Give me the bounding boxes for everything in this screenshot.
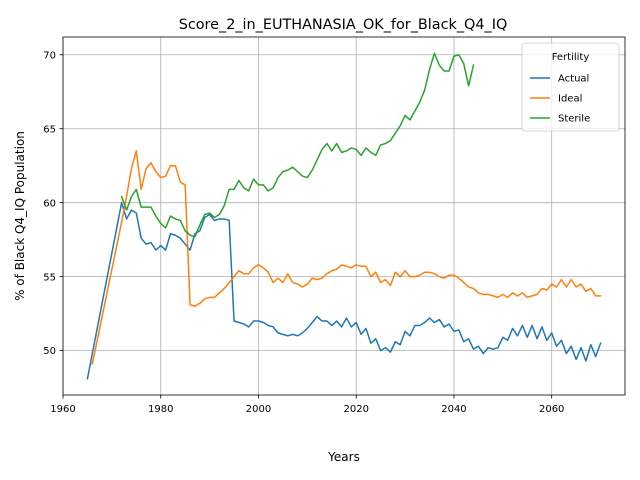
x-tick-label: 2040	[441, 404, 466, 415]
x-axis: 1960 1980 2000 2020 2040 2060	[50, 395, 564, 415]
y-tick-label: 50	[43, 346, 56, 357]
legend-entry-ideal: Ideal	[558, 94, 582, 105]
y-axis-label: % of Black Q4_IQ Population	[13, 131, 27, 301]
y-tick-label: 70	[43, 50, 56, 61]
x-tick-label: 2020	[343, 404, 368, 415]
y-tick-label: 65	[43, 124, 56, 135]
y-tick-label: 60	[43, 198, 56, 209]
x-tick-label: 2000	[246, 404, 271, 415]
series-layer	[86, 52, 602, 380]
x-tick-label: 2060	[539, 404, 564, 415]
plot-frame	[62, 36, 626, 396]
legend-box	[521, 42, 620, 132]
legend-entry-actual: Actual	[558, 74, 589, 85]
series-line-ideal	[91, 150, 602, 365]
legend: Fertility Actual Ideal Sterile	[521, 42, 620, 132]
chart-title: Score_2_in_EUTHANASIA_OK_for_Black_Q4_IQ	[179, 17, 508, 33]
series-line-sterile	[120, 52, 475, 238]
legend-title: Fertility	[552, 52, 590, 63]
y-tick-label: 55	[43, 272, 56, 283]
x-axis-label: Years	[327, 450, 360, 464]
x-tick-label: 1980	[148, 404, 173, 415]
y-axis: 50 55 60 65 70	[43, 50, 63, 357]
legend-entry-sterile: Sterile	[558, 114, 590, 125]
x-tick-label: 1960	[50, 404, 75, 415]
